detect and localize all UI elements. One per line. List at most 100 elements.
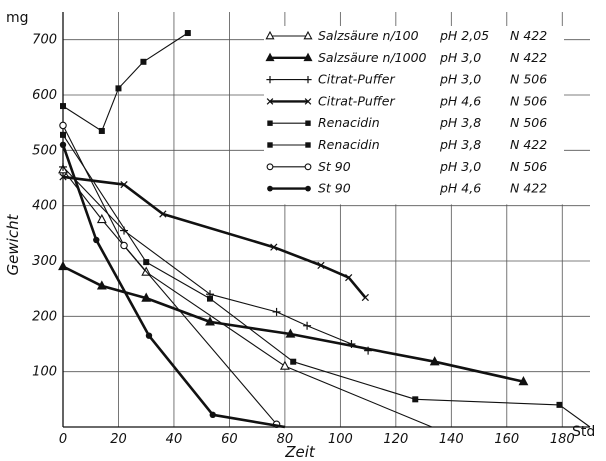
legend-code: N 506 <box>510 159 547 174</box>
legend-ph: pH 3,8 <box>439 115 481 130</box>
x-marker-stroke <box>361 293 369 302</box>
data-point <box>60 131 66 138</box>
legend-code: N 506 <box>510 72 547 87</box>
series-3 <box>59 162 373 355</box>
series-8 <box>59 141 286 429</box>
x-marker-stroke <box>266 98 274 105</box>
legend-label: Citrat-Puffer <box>318 93 395 108</box>
data-point <box>140 58 147 65</box>
legend-label: St 90 <box>318 181 351 196</box>
data-point <box>59 162 67 171</box>
data-point <box>345 273 353 282</box>
data-point <box>429 356 440 366</box>
x-tick-label: 40 <box>166 432 183 447</box>
x-tick-label: 140 <box>439 432 464 447</box>
x-tick-label: 0 <box>59 432 67 447</box>
series-line <box>62 125 278 425</box>
data-point <box>279 360 290 370</box>
y-tick-label: 700 <box>32 33 57 48</box>
legend-code: N 422 <box>510 28 547 43</box>
legend-label: Renacidin <box>318 115 380 130</box>
data-point <box>556 401 563 408</box>
x-marker-stroke <box>270 243 278 251</box>
data-point <box>96 213 107 224</box>
data-point <box>159 210 167 218</box>
legend-label: Renacidin <box>318 137 380 152</box>
data-point <box>304 76 312 84</box>
data-point <box>266 98 274 105</box>
legend-code: N 422 <box>510 50 547 65</box>
x-marker-stroke <box>317 261 325 270</box>
legend-label: Citrat-Puffer <box>318 72 395 87</box>
legend-entry: St 90 pH 3,0 N 506 <box>266 159 547 174</box>
data-point <box>145 332 153 339</box>
data-point <box>304 98 312 105</box>
series-group <box>58 30 591 429</box>
axes <box>62 12 590 428</box>
data-point <box>93 236 100 244</box>
x-tick-label: 20 <box>110 432 127 447</box>
data-point <box>361 293 369 302</box>
data-point <box>266 163 274 171</box>
y-unit-label: mg <box>6 10 29 26</box>
data-point <box>120 241 128 250</box>
data-point <box>98 127 105 134</box>
x-tick-label: 100 <box>328 432 353 447</box>
legend-label: Salzsäure n/100 <box>318 28 419 43</box>
data-point <box>303 52 313 62</box>
data-point <box>96 280 107 290</box>
y-tick-label: 300 <box>32 254 57 269</box>
data-point <box>58 260 68 271</box>
legend-background <box>264 26 564 205</box>
data-point <box>303 30 313 40</box>
x-tick-label: 120 <box>383 432 408 447</box>
series-5 <box>60 30 191 134</box>
legend-label: Salzsäure n/1000 <box>318 50 427 65</box>
data-point <box>207 295 214 302</box>
data-point <box>317 261 325 270</box>
data-point <box>270 243 278 251</box>
legend-entry: Renacidin pH 3,8 N 506 <box>267 115 547 130</box>
legend-entry: St 90 pH 4,6 N 422 <box>267 181 547 196</box>
data-point <box>205 316 215 326</box>
y-tick-label: 600 <box>32 88 57 103</box>
x-tick-label: 160 <box>494 432 519 447</box>
data-point <box>266 76 274 84</box>
legend-entry: Citrat-Puffer pH 3,0 N 506 <box>266 72 547 87</box>
tick-labels: 0 20 40 60 80 100 120 140 160 180 100 200 300 400 500 6… <box>32 33 575 447</box>
legend-ph: pH 3,0 <box>439 159 481 174</box>
legend-ph: pH 2,05 <box>439 28 489 43</box>
data-point <box>59 141 67 148</box>
x-marker-stroke <box>59 173 67 181</box>
y-tick-label: 200 <box>32 309 57 324</box>
data-point <box>305 142 311 148</box>
data-point <box>209 411 216 419</box>
data-point <box>59 121 67 130</box>
series-4 <box>59 173 369 302</box>
data-point <box>60 103 66 110</box>
data-point <box>267 120 273 126</box>
x-tick-label: 180 <box>550 432 575 447</box>
data-point <box>285 328 296 338</box>
data-point <box>184 30 191 37</box>
data-point <box>267 142 273 148</box>
legend-ph: pH 4,6 <box>439 181 481 196</box>
data-point <box>304 163 312 171</box>
data-point <box>305 120 311 126</box>
legend-ph: pH 3,8 <box>439 137 481 152</box>
legend-ph: pH 3,0 <box>439 72 481 87</box>
data-point <box>518 376 529 386</box>
x-unit-label: Std <box>572 424 595 440</box>
data-point <box>115 85 122 92</box>
series-line <box>62 32 189 132</box>
series-6 <box>60 131 591 428</box>
legend-entry: Salzsäure n/1000 pH 3,0 N 422 <box>265 50 547 65</box>
x-marker-stroke <box>120 181 128 189</box>
x-tick-label: 80 <box>277 432 294 447</box>
series-7 <box>59 121 281 428</box>
y-axis-title: Gewicht <box>4 213 22 275</box>
legend-ph: pH 4,6 <box>439 93 481 108</box>
